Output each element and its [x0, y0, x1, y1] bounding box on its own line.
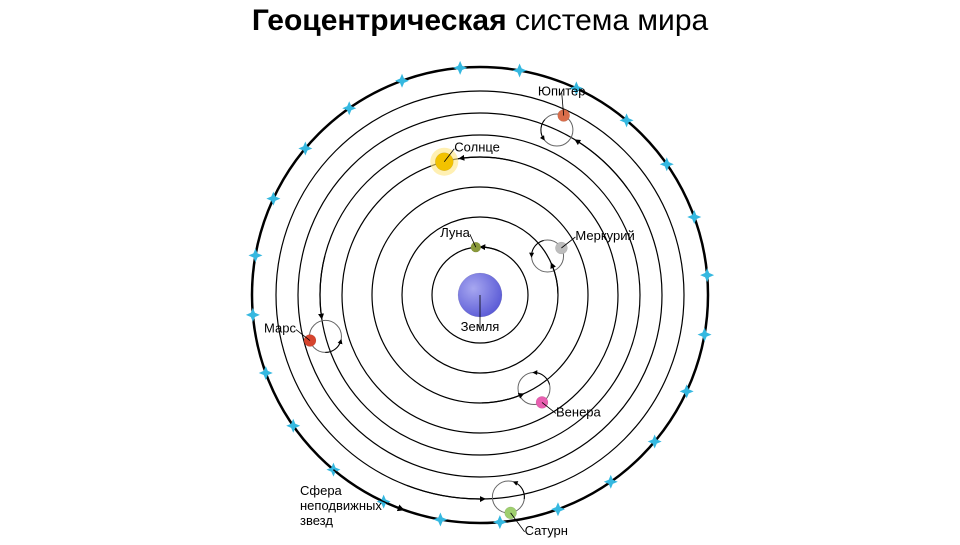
star-icon — [433, 513, 447, 527]
orbit-arrow-mars — [320, 256, 325, 317]
leader-saturn — [511, 513, 525, 532]
star-icon — [246, 308, 260, 322]
label-venus: Венера — [556, 404, 602, 419]
label-saturn: Сатурн — [525, 523, 568, 538]
label-mars: Марс — [264, 321, 296, 336]
label-moon: Луна — [440, 225, 470, 240]
label-earth: Земля — [461, 319, 500, 334]
star-icon — [266, 192, 280, 206]
star-icon — [493, 515, 507, 529]
title-bold: Геоцентрическая — [252, 4, 507, 37]
label-sun: Солнце — [454, 140, 500, 155]
label-jupiter: Юпитер — [538, 84, 586, 99]
star-icon — [248, 248, 262, 262]
body-mercury — [555, 242, 567, 254]
star-icon — [259, 366, 273, 380]
star-icon — [680, 384, 694, 398]
star-icon — [687, 210, 701, 224]
star-icon — [513, 63, 527, 77]
epicycle-arrow-jupiter — [541, 120, 545, 139]
star-icon — [698, 328, 712, 342]
star-icon — [453, 61, 467, 75]
orbit-arrow-venus — [482, 394, 522, 403]
orbit-arrow-saturn — [407, 485, 484, 499]
star-icon — [395, 74, 409, 88]
geocentric-diagram: Земля Луна Меркурий Венера Солнце Марс Юпитер С… — [235, 50, 725, 540]
orbit-arrow-moon — [482, 247, 500, 251]
label-mercury: Меркурий — [575, 228, 634, 243]
fixed-stars-label: Сферанеподвижныхзвезд — [300, 483, 382, 528]
body-sun — [435, 153, 453, 171]
star-icon — [551, 502, 565, 516]
epicycle-arrow-saturn — [515, 482, 525, 499]
body-mars — [304, 335, 316, 347]
page-title: Геоцентрическая система мира — [0, 4, 960, 38]
epicycle-arrow-venus — [534, 373, 549, 385]
star-icon — [700, 268, 714, 282]
orbit-arrow-sun — [461, 157, 514, 161]
orbit-arrow-jupiter — [576, 141, 627, 188]
title-regular: система мира — [507, 4, 709, 37]
